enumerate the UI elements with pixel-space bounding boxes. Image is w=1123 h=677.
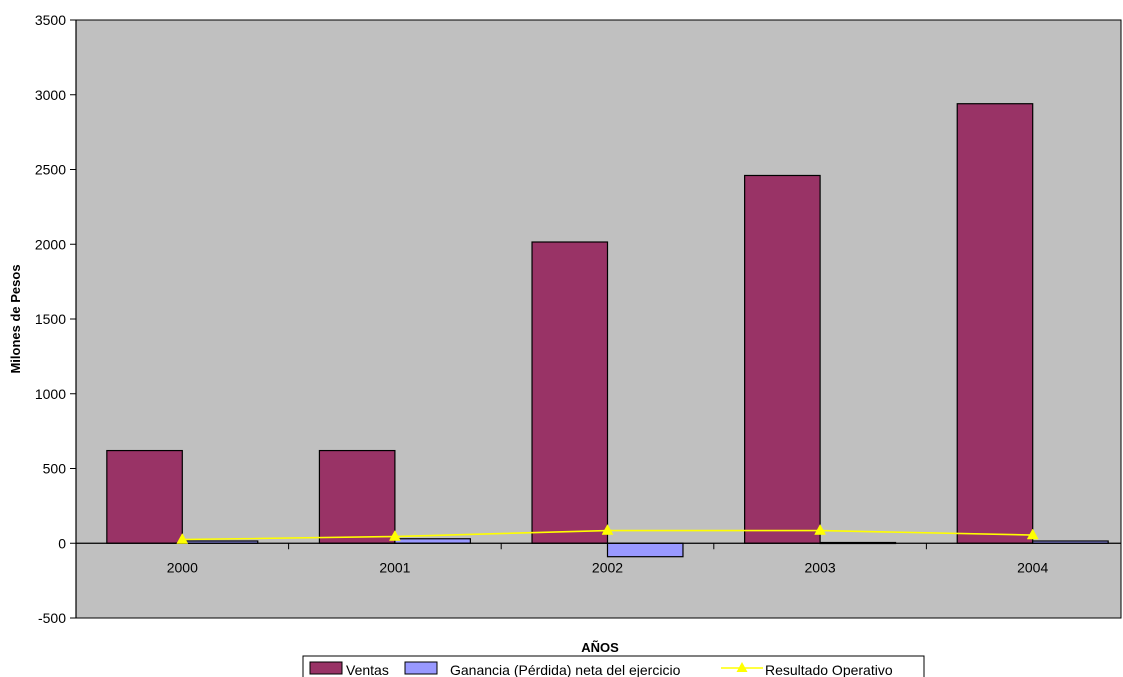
bar-ventas-2003: [744, 174, 821, 544]
y-tick-label: 2000: [35, 236, 66, 252]
legend-label-resultado: Resultado Operativo: [765, 662, 893, 677]
legend-box: [302, 655, 925, 677]
marker-resultado-operativo-2002: [601, 524, 614, 535]
bar-ganancia-2002: [606, 542, 684, 558]
y-tick-label: 3500: [35, 12, 66, 28]
x-ticks: 2000 2001 2002 2003 2004: [75, 543, 1048, 575]
y-tick-label: -500: [38, 610, 66, 626]
x-tick-label: 2004: [1017, 559, 1048, 575]
marker-resultado-operativo-2003: [814, 524, 827, 535]
x-tick-label: 2000: [167, 559, 198, 575]
x-tick-label: 2001: [379, 559, 410, 575]
marker-resultado-operativo-2000: [176, 532, 189, 544]
legend: Ventas Ganancia (Pérdida) neta del ejerci…: [302, 655, 925, 677]
bar-ventas-2001: [318, 449, 396, 544]
y-tick-label: 500: [43, 461, 67, 477]
legend-swatch-ganancia: [404, 661, 438, 675]
y-tick-label: 2500: [35, 162, 66, 178]
legend-label-ganancia: Ganancia (Pérdida) neta del ejercicio: [450, 662, 681, 677]
marker-resultado-operativo-2001: [388, 530, 401, 541]
x-axis-title: AÑOS: [581, 640, 619, 655]
legend-marker-resultado: [736, 662, 748, 672]
y-axis-title: Milones de Pesos: [8, 264, 23, 373]
legend-label-ventas: Ventas: [346, 662, 389, 677]
x-tick-label: 2002: [592, 559, 623, 575]
x-tick-label: 2003: [805, 559, 836, 575]
bars: [106, 103, 1109, 558]
bar-ventas-2000: [106, 449, 183, 544]
y-tick-label: 0: [58, 535, 66, 551]
legend-swatch-ventas: [309, 661, 343, 675]
y-tick-label: 1000: [35, 386, 66, 402]
marker-resultado-operativo-2004: [1026, 528, 1039, 540]
line-series: [176, 524, 1039, 544]
bar-ventas-2002: [531, 241, 609, 544]
bar-ventas-2004: [956, 103, 1034, 544]
y-ticks: -500 0 500 1000 1500 2000 2500 3000 3500: [35, 12, 76, 626]
y-tick-label: 1500: [35, 311, 66, 327]
bar-ganancia-2001: [394, 538, 471, 544]
y-tick-label: 3000: [35, 87, 66, 103]
